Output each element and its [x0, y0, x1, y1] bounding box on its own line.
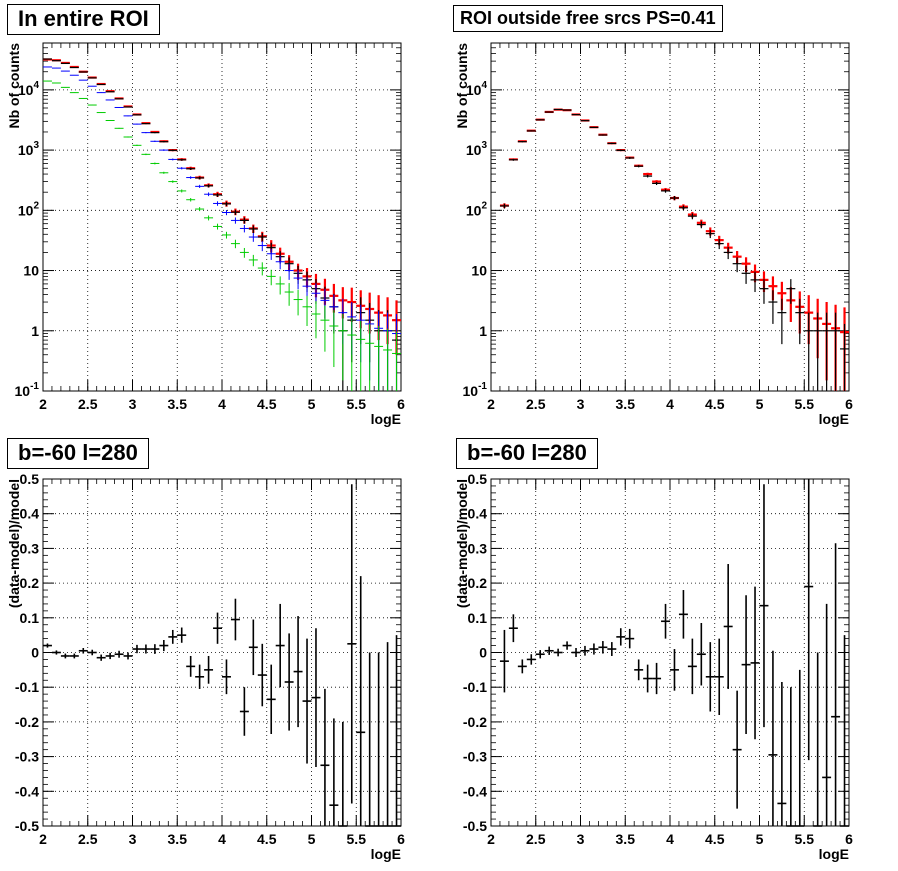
- x-axis-title: logE: [819, 846, 849, 862]
- y-tick-label: 10: [23, 263, 39, 279]
- y-tick-label: 10-1: [15, 381, 40, 399]
- x-tick-label: 5.5: [795, 831, 815, 847]
- x-tick-label: 3.5: [168, 831, 188, 847]
- x-tick-label: 3: [577, 396, 585, 412]
- y-tick-label: 0.2: [20, 575, 40, 591]
- y-tick-label: 104: [466, 80, 488, 98]
- x-tick-label: 3.5: [616, 831, 636, 847]
- x-tick-label: 6: [845, 831, 853, 847]
- y-tick-label: -0.2: [15, 714, 39, 730]
- x-tick-label: 2: [487, 396, 495, 412]
- y-axis-title: Nb of counts: [454, 43, 470, 129]
- panel-title-residuals-left: b=-60 l=280: [7, 438, 149, 469]
- y-tick-label: 0.1: [20, 610, 40, 626]
- x-tick-label: 5: [308, 831, 316, 847]
- y-tick-label: -0.5: [463, 818, 487, 834]
- y-tick-label: 0.1: [468, 610, 488, 626]
- x-tick-label: 5.5: [795, 396, 815, 412]
- x-tick-label: 3.5: [616, 396, 636, 412]
- y-tick-label: 10-1: [463, 381, 488, 399]
- x-tick-label: 3.5: [168, 396, 188, 412]
- y-tick-label: 0: [479, 645, 487, 661]
- y-tick-label: 0: [31, 645, 39, 661]
- y-tick-label: -0.2: [463, 714, 487, 730]
- x-tick-label: 2: [39, 831, 47, 847]
- panel-residuals-left: 2 2.5 3 3.5 4 4.5 5 5.5 6 -0.5 -0.4 -0.3 -0.2 -0.1 0 0.…: [6, 471, 405, 862]
- panel-counts-entire-roi: 2 2.5 3 3.5 4 4.5 5 5.5 6 10-1 1 10 102 103 104 logE Nb …: [6, 42, 405, 427]
- x-tick-label: 2.5: [526, 396, 546, 412]
- x-tick-label: 6: [845, 396, 853, 412]
- x-tick-label: 3: [129, 396, 137, 412]
- y-tick-label: -0.3: [15, 749, 39, 765]
- y-axis-title: (data-model)/model: [6, 479, 22, 608]
- y-tick-label: 104: [18, 80, 40, 98]
- panel-residuals-right: 2 2.5 3 3.5 4 4.5 5 5.5 6 -0.5 -0.4 -0.3 -0.2 -0.1 0 0.…: [454, 471, 853, 862]
- x-tick-label: 5: [756, 396, 764, 412]
- x-tick-label: 2.5: [526, 831, 546, 847]
- x-tick-label: 4: [218, 396, 226, 412]
- y-tick-label: 103: [466, 140, 488, 158]
- x-axis-title: logE: [371, 846, 401, 862]
- x-tick-label: 2: [39, 396, 47, 412]
- x-tick-label: 2.5: [78, 831, 98, 847]
- x-tick-label: 3: [577, 831, 585, 847]
- y-tick-label: 0.5: [468, 471, 488, 487]
- y-tick-label: 10: [471, 263, 487, 279]
- x-tick-label: 2: [487, 831, 495, 847]
- x-tick-label: 4: [666, 396, 674, 412]
- y-tick-label: -0.1: [463, 679, 487, 695]
- panel-title-counts-entire-roi: In entire ROI: [7, 4, 160, 35]
- x-axis-title: logE: [819, 411, 849, 427]
- y-tick-label: 0.2: [468, 575, 488, 591]
- y-tick-label: 102: [18, 200, 40, 218]
- y-tick-label: 0.4: [468, 506, 488, 522]
- x-tick-label: 4.5: [705, 831, 725, 847]
- panel-counts-outside-free-srcs: 2 2.5 3 3.5 4 4.5 5 5.5 6 10-1 1 10 102 103 104 logE Nb …: [454, 42, 853, 427]
- y-tick-label: 0.3: [468, 540, 488, 556]
- x-tick-label: 4.5: [705, 396, 725, 412]
- panel-title-counts-outside-free-srcs: ROI outside free srcs PS=0.41: [453, 5, 723, 32]
- x-tick-label: 3: [129, 831, 137, 847]
- x-tick-label: 5: [756, 831, 764, 847]
- x-tick-label: 4: [666, 831, 674, 847]
- x-tick-label: 2.5: [78, 396, 98, 412]
- y-tick-label: -0.4: [463, 783, 487, 799]
- y-tick-label: 0.3: [20, 540, 40, 556]
- y-tick-label: -0.5: [15, 818, 39, 834]
- x-tick-label: 4.5: [257, 831, 277, 847]
- y-tick-label: 103: [18, 140, 40, 158]
- y-tick-label: -0.3: [463, 749, 487, 765]
- panel-title-residuals-right: b=-60 l=280: [456, 438, 598, 469]
- y-tick-label: 1: [31, 323, 39, 339]
- x-tick-label: 5.5: [347, 396, 367, 412]
- y-tick-label: 1: [479, 323, 487, 339]
- y-tick-label: -0.4: [15, 783, 39, 799]
- x-tick-label: 5: [308, 396, 316, 412]
- x-tick-label: 6: [397, 396, 405, 412]
- x-tick-label: 5.5: [347, 831, 367, 847]
- y-tick-label: 102: [466, 200, 488, 218]
- y-tick-label: 0.5: [20, 471, 40, 487]
- x-tick-label: 4.5: [257, 396, 277, 412]
- x-axis-title: logE: [371, 411, 401, 427]
- x-tick-label: 4: [218, 831, 226, 847]
- y-axis-title: (data-model)/model: [454, 479, 470, 608]
- y-tick-label: -0.1: [15, 679, 39, 695]
- y-axis-title: Nb of counts: [6, 43, 22, 129]
- x-tick-label: 6: [397, 831, 405, 847]
- y-tick-label: 0.4: [20, 506, 40, 522]
